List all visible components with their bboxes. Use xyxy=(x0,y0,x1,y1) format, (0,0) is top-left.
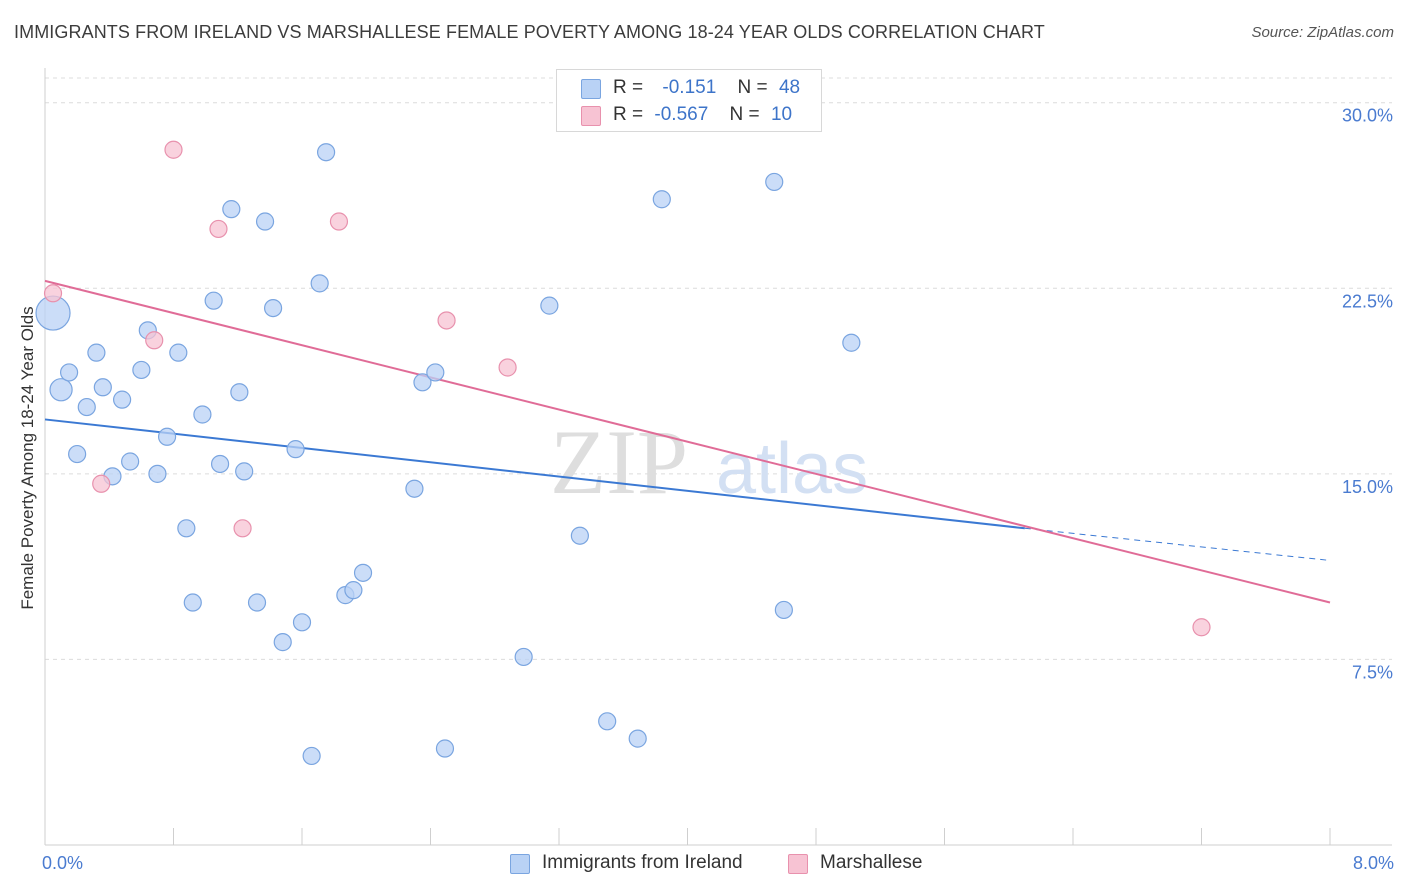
point-marshallese xyxy=(145,331,164,350)
n-label: N = xyxy=(737,77,768,98)
y-tick-label: 22.5% xyxy=(1342,291,1393,311)
point-ireland xyxy=(49,378,73,402)
point-ireland xyxy=(426,363,445,382)
point-ireland xyxy=(628,729,647,748)
point-ireland xyxy=(183,593,202,612)
point-ireland xyxy=(598,712,617,731)
point-ireland xyxy=(302,746,321,766)
point-ireland xyxy=(112,390,132,409)
point-ireland xyxy=(93,378,112,397)
point-ireland xyxy=(344,581,363,600)
point-ireland xyxy=(842,333,861,352)
r-label: R = xyxy=(613,77,644,98)
point-ireland xyxy=(132,360,151,380)
source-credit: Source: ZipAtlas.com xyxy=(1251,24,1394,41)
watermark: ZIP atlas xyxy=(550,411,868,513)
point-ireland xyxy=(77,397,96,417)
x-tick-label: 0.0% xyxy=(42,853,83,873)
series-legend: Immigrants from Ireland Marshallese xyxy=(0,852,1406,878)
trend-lines xyxy=(44,279,1331,604)
point-ireland xyxy=(652,190,671,209)
watermark-atlas: atlas xyxy=(716,429,868,509)
point-marshallese xyxy=(329,212,349,231)
point-ireland xyxy=(121,452,140,471)
point-ireland xyxy=(353,563,373,582)
y-tick-label: 30.0% xyxy=(1342,106,1393,126)
point-ireland xyxy=(230,383,249,402)
point-ireland xyxy=(765,172,784,192)
point-ireland xyxy=(247,593,267,612)
point-marshallese xyxy=(1192,618,1211,637)
point-ireland xyxy=(255,212,275,231)
trend-line-marshallese xyxy=(44,279,1331,604)
legend-swatch-ireland xyxy=(581,79,601,99)
data-points xyxy=(35,140,1211,766)
point-ireland xyxy=(273,633,292,652)
point-ireland xyxy=(413,373,432,392)
r-value-ireland: -0.151 xyxy=(662,77,717,98)
r-label: R = xyxy=(613,104,644,125)
point-ireland xyxy=(193,405,212,424)
point-ireland xyxy=(157,427,177,446)
legend-swatch-marshallese xyxy=(788,854,808,874)
point-ireland xyxy=(204,291,223,310)
point-ireland xyxy=(316,143,336,162)
point-ireland xyxy=(148,464,167,483)
x-tick-labels: 0.0% 8.0% xyxy=(42,853,1394,873)
point-ireland xyxy=(286,440,305,459)
n-value-marshallese: 10 xyxy=(770,104,793,125)
point-marshallese xyxy=(209,219,228,239)
point-ireland xyxy=(210,454,230,474)
point-ireland xyxy=(540,296,559,315)
point-marshallese xyxy=(92,474,111,493)
correlation-legend: R = -0.151 N = 48 R = -0.567 N = 10 xyxy=(556,69,822,132)
legend-swatch-marshallese xyxy=(581,106,601,126)
point-ireland xyxy=(774,600,793,620)
y-axis-title: Female Poverty Among 18-24 Year Olds xyxy=(18,306,37,609)
legend-swatch-ireland xyxy=(510,854,530,874)
legend-label-marshallese: Marshallese xyxy=(820,852,923,873)
y-tick-label: 15.0% xyxy=(1342,477,1393,497)
point-ireland xyxy=(405,479,424,498)
gridlines xyxy=(45,77,1392,660)
point-ireland xyxy=(570,526,589,545)
point-ireland xyxy=(435,739,455,758)
chart-title: IMMIGRANTS FROM IRELAND VS MARSHALLESE F… xyxy=(14,22,1045,42)
point-marshallese xyxy=(233,519,252,538)
point-ireland xyxy=(310,274,329,293)
trend-line-ireland xyxy=(44,418,1025,530)
axes xyxy=(44,68,1392,846)
trend-line-ireland-extension xyxy=(1024,527,1331,561)
point-ireland xyxy=(222,200,241,219)
y-tick-labels: 7.5% 15.0% 22.5% 30.0% xyxy=(1342,106,1393,683)
x-tick-label: 8.0% xyxy=(1353,853,1394,873)
legend-label-ireland: Immigrants from Ireland xyxy=(542,852,743,873)
point-ireland xyxy=(514,647,533,667)
y-tick-label: 7.5% xyxy=(1352,662,1393,682)
point-ireland xyxy=(59,363,79,382)
r-value-marshallese: -0.567 xyxy=(654,104,709,125)
point-ireland xyxy=(68,444,87,464)
point-ireland xyxy=(87,343,106,362)
n-label: N = xyxy=(729,104,760,125)
watermark-zip: ZIP xyxy=(550,411,688,513)
point-ireland xyxy=(235,462,254,481)
point-marshallese xyxy=(437,311,456,330)
point-marshallese xyxy=(498,358,517,377)
point-marshallese xyxy=(164,140,183,159)
point-marshallese xyxy=(43,284,63,303)
point-ireland xyxy=(169,343,188,362)
point-ireland xyxy=(177,519,196,538)
point-ireland xyxy=(263,299,283,318)
point-ireland xyxy=(292,613,312,632)
n-value-ireland: 48 xyxy=(778,77,801,98)
